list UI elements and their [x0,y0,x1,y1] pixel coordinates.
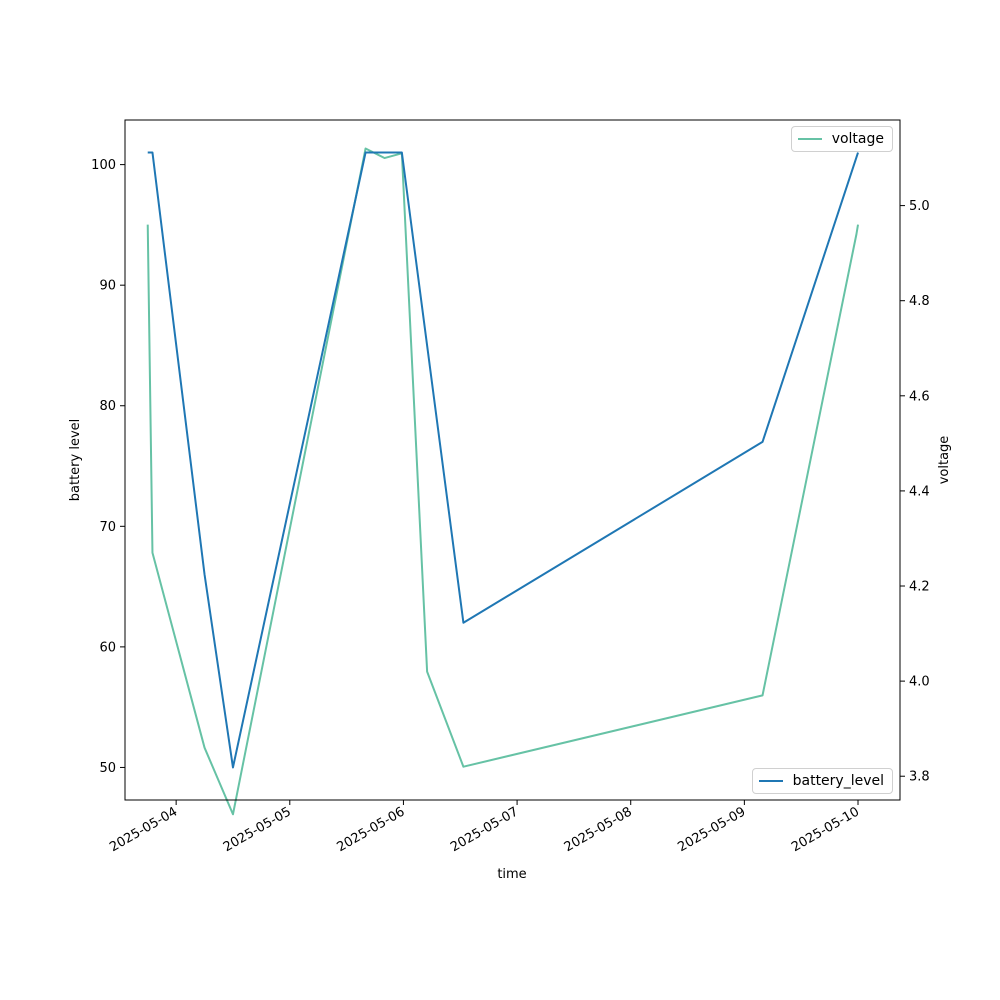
x-tick-label: 2025-05-10 [789,804,862,855]
right-y-axis-label: voltage [937,436,952,485]
legend-voltage-swatch [798,138,822,140]
left-y-axis: 50 60 70 80 90 100 [91,158,125,776]
x-tick-label: 2025-05-06 [334,804,407,855]
left-y-tick-label: 80 [99,399,116,414]
right-y-tick-label: 4.4 [909,484,930,499]
left-y-axis-label: battery level [68,419,83,502]
left-y-tick-label: 100 [91,158,116,173]
x-tick-label: 2025-05-04 [107,804,180,855]
x-tick-label: 2025-05-08 [562,804,635,855]
right-y-tick-label: 4.6 [909,389,930,404]
left-y-tick-label: 90 [99,279,116,294]
right-y-tick-label: 3.8 [909,770,930,785]
x-tick-label: 2025-05-09 [675,804,748,855]
right-y-tick-label: 5.0 [909,199,930,214]
series-line-voltage [146,147,859,816]
legend-battery-level-swatch [759,780,783,782]
series-line-battery-level [147,151,859,769]
right-y-tick-label: 4.0 [909,675,930,690]
right-y-tick-label: 4.8 [909,294,930,309]
left-y-tick-label: 70 [99,520,116,535]
x-tick-label: 2025-05-07 [448,804,521,855]
legend-battery-level: battery_level [752,768,893,794]
legend-voltage-label: voltage [831,131,884,147]
legend-voltage: voltage [791,126,893,152]
left-y-tick-label: 60 [99,640,116,655]
plot-area-frame [124,119,901,801]
x-axis: 2025-05-04 2025-05-05 2025-05-06 2025-05-07… [107,800,862,855]
left-y-tick-label: 50 [99,761,116,776]
right-y-tick-label: 4.2 [909,580,930,595]
x-axis-label: time [497,867,526,882]
right-y-axis: 3.8 4.0 4.2 4.4 4.6 4.8 5.0 [900,199,930,785]
legend-battery-level-label: battery_level [792,773,884,789]
